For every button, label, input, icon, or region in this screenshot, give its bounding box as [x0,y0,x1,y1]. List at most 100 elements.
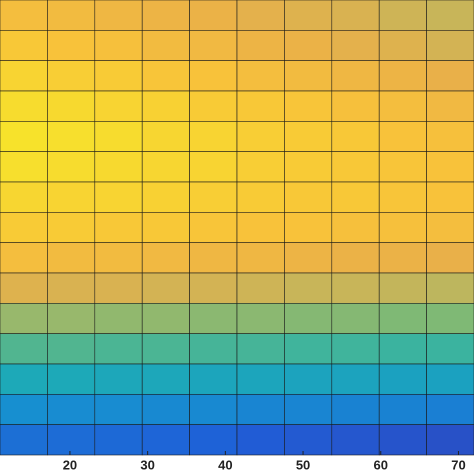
heatmap-cell [426,0,474,31]
heatmap-cell [94,272,143,304]
heatmap-cell [189,60,238,92]
heatmap-cell [94,121,143,152]
x-tick-label: 20 [63,457,77,472]
heatmap-cell [47,181,96,213]
heatmap-cell [378,272,427,304]
heatmap-cell [426,121,474,152]
heatmap-cell [189,30,238,61]
heatmap-cell [236,212,285,243]
heatmap-cell [47,303,96,334]
heatmap-cell [331,181,380,213]
heatmap-cell [0,272,48,304]
x-tick-label: 70 [451,457,465,472]
heatmap-cell [378,90,427,122]
heatmap-cell [426,303,474,334]
heatmap-cell [284,60,333,92]
heatmap-cell [426,60,474,92]
heatmap-cell [141,0,190,31]
heatmap-cell [47,394,96,425]
x-tick-label: 40 [218,457,232,472]
heatmap-cell [236,151,285,183]
heatmap-cell [189,181,238,213]
heatmap-cell [0,242,48,274]
heatmap-cell [94,0,143,31]
x-tick-label: 30 [140,457,154,472]
heatmap-cell [378,0,427,31]
heatmap-cell [331,394,380,425]
heatmap-cell [94,60,143,92]
heatmap-cell [0,333,48,365]
heatmap-cell [236,181,285,213]
heatmap-cell [331,60,380,92]
heatmap-cell [426,272,474,304]
heatmap-cell [47,212,96,243]
heatmap-cell [284,121,333,152]
heatmap-cell [0,424,48,456]
heatmap-cell [94,90,143,122]
heatmap-cell [47,242,96,274]
heatmap-cell [47,424,96,456]
heatmap-cell [331,363,380,395]
heatmap-cell [141,363,190,395]
heatmap-cell [284,363,333,395]
heatmap-cell [47,363,96,395]
heatmap-cell [141,181,190,213]
heatmap-cell [47,90,96,122]
heatmap-cell [284,242,333,274]
heatmap-cell [426,424,474,456]
heatmap-cell [141,60,190,92]
heatmap-cell [284,394,333,425]
heatmap-cell [284,424,333,456]
heatmap-cell [378,363,427,395]
heatmap-cell [284,333,333,365]
heatmap-cell [141,121,190,152]
heatmap-cell [0,60,48,92]
heatmap-cell [47,333,96,365]
heatmap-cell [378,181,427,213]
heatmap-cell [141,30,190,61]
heatmap-cell [378,424,427,456]
heatmap-cell [141,212,190,243]
heatmap-cell [94,181,143,213]
heatmap-cell [189,0,238,31]
heatmap-cell [0,303,48,334]
heatmap-cell [189,242,238,274]
heatmap-cell [331,424,380,456]
heatmap-cell [141,424,190,456]
heatmap-cell [189,212,238,243]
heatmap-cell [94,424,143,456]
heatmap-cell [331,212,380,243]
heatmap-cell [331,333,380,365]
heatmap-cell [236,242,285,274]
heatmap-cell [284,30,333,61]
heatmap-cell [189,333,238,365]
heatmap-cell [0,90,48,122]
heatmap-cell [331,242,380,274]
heatmap-cell [378,394,427,425]
heatmap-cell [0,394,48,425]
heatmap-cell [378,30,427,61]
heatmap-cell [426,181,474,213]
heatmap-cell [0,181,48,213]
heatmap-cell [378,151,427,183]
heatmap-cell [284,0,333,31]
heatmap-cell [236,60,285,92]
heatmap-cell [378,333,427,365]
heatmap-cell [94,303,143,334]
heatmap-cell [236,363,285,395]
heatmap-cell [426,242,474,274]
heatmap-cell [141,333,190,365]
heatmap-cell [236,333,285,365]
heatmap-cell [378,303,427,334]
heatmap-cell [426,212,474,243]
heatmap-cell [141,151,190,183]
heatmap-cell [331,90,380,122]
heatmap-cell [331,121,380,152]
heatmap-cell [236,424,285,456]
heatmap-cell [426,30,474,61]
heatmap-cell [0,0,48,31]
heatmap-cell [426,90,474,122]
heatmap-cell [378,60,427,92]
heatmap-cell [189,272,238,304]
heatmap-cell [284,90,333,122]
